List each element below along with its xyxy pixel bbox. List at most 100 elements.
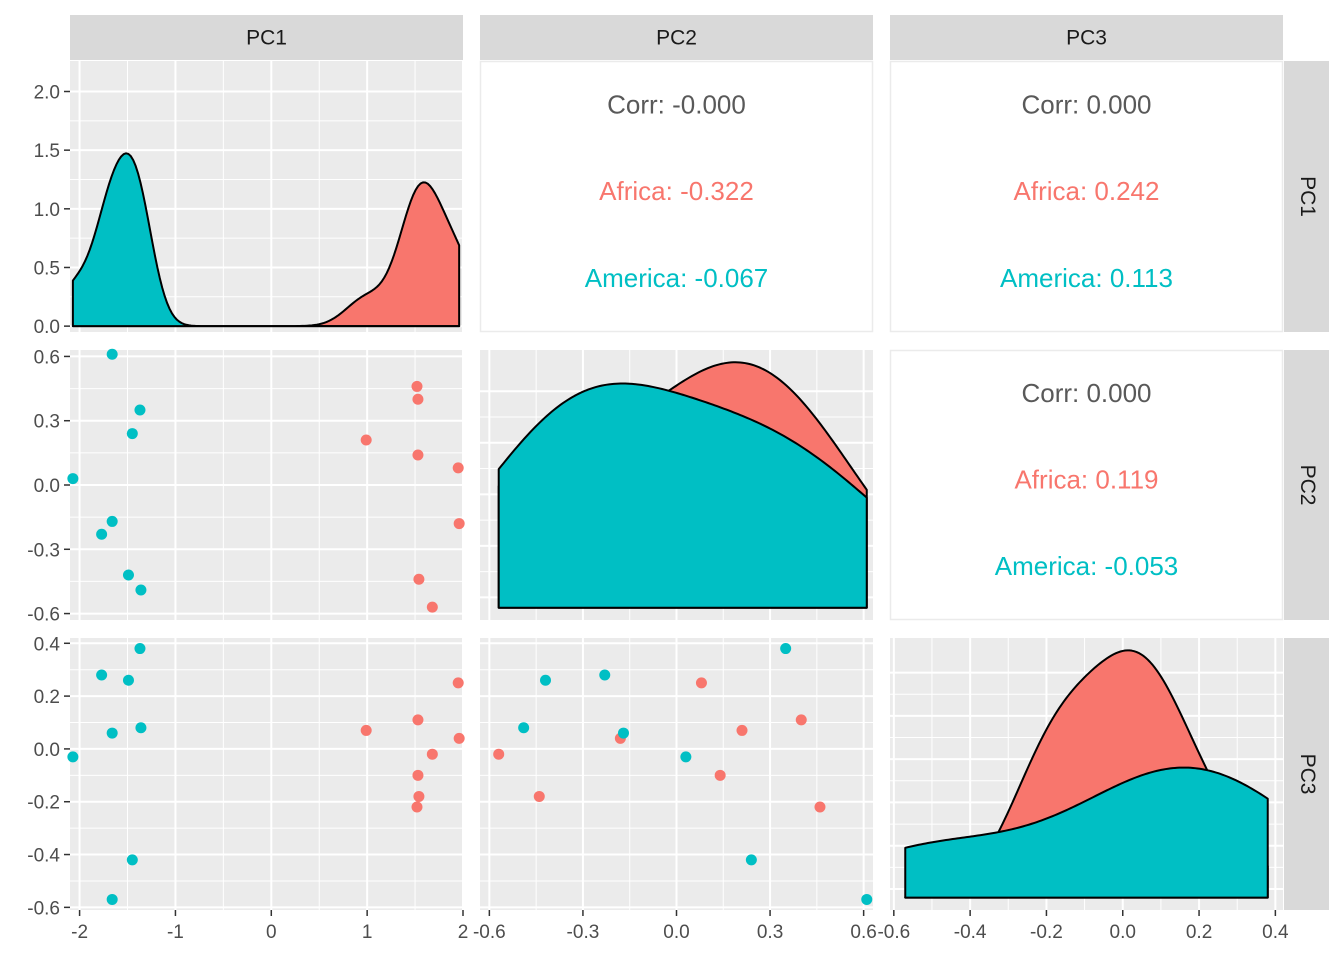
point-africa xyxy=(714,769,726,781)
correlation-panel xyxy=(889,60,1284,333)
strip-top xyxy=(890,15,1283,60)
y-tick-label: 0.0 xyxy=(34,740,60,761)
strip-right xyxy=(1284,61,1329,332)
corr-africa: Africa: -0.322 xyxy=(599,176,754,206)
y-tick-label: 0.4 xyxy=(34,634,61,655)
strip-label: PC2 xyxy=(656,27,697,50)
strip-label: PC1 xyxy=(246,27,287,50)
point-america xyxy=(518,722,530,734)
point-africa xyxy=(426,748,438,760)
corr-overall: Corr: -0.000 xyxy=(607,89,746,119)
y-tick-label: -0.6 xyxy=(27,605,60,626)
y-tick-label: -0.4 xyxy=(27,846,60,867)
point-africa xyxy=(533,790,545,802)
corr-africa: Africa: 0.119 xyxy=(1014,465,1158,495)
y-tick-label: 1.5 xyxy=(34,141,60,162)
point-america xyxy=(680,751,692,763)
point-america xyxy=(861,893,873,905)
panel-grid xyxy=(480,638,873,910)
y-tick-label: 1.0 xyxy=(34,200,60,221)
corr-africa: Africa: 0.242 xyxy=(1014,176,1160,206)
correlation-panel xyxy=(479,60,874,333)
point-africa xyxy=(452,677,464,689)
point-africa xyxy=(360,434,372,446)
corr-america: America: -0.067 xyxy=(585,263,769,293)
point-africa xyxy=(412,449,424,461)
point-africa xyxy=(814,801,826,813)
point-america xyxy=(134,404,146,416)
y-tick-label: 0.6 xyxy=(34,347,60,368)
strip-label: PC2 xyxy=(1296,465,1319,506)
point-africa xyxy=(493,748,505,760)
point-america xyxy=(67,751,79,763)
strip-top xyxy=(480,15,873,60)
y-tick-label: -0.2 xyxy=(27,793,60,814)
point-america xyxy=(106,348,118,360)
density-area-america xyxy=(904,766,1269,899)
corr-overall: Corr: 0.000 xyxy=(1021,378,1151,408)
strip-label: PC1 xyxy=(1296,176,1319,217)
density-area-america xyxy=(497,382,868,609)
point-africa xyxy=(412,769,424,781)
point-africa xyxy=(426,601,438,613)
point-america xyxy=(134,643,146,655)
panel-grid xyxy=(70,350,464,620)
x-tick-label: 0.3 xyxy=(757,922,783,943)
x-tick-label: -0.2 xyxy=(1030,922,1063,943)
x-tick-label: 0.0 xyxy=(1110,922,1136,943)
x-tick-label: -0.6 xyxy=(877,922,910,943)
point-america xyxy=(135,584,147,596)
point-africa xyxy=(412,714,424,726)
strip-label: PC3 xyxy=(1066,27,1107,50)
strip-top xyxy=(70,15,463,60)
point-america xyxy=(745,854,757,866)
density-area-america xyxy=(71,152,461,328)
point-america xyxy=(122,674,134,686)
point-africa xyxy=(453,518,465,530)
x-tick-label: 0.4 xyxy=(1262,922,1289,943)
y-tick-label: 0.5 xyxy=(34,258,60,279)
x-tick-label: -1 xyxy=(167,922,184,943)
strip-right xyxy=(1284,638,1329,910)
point-africa xyxy=(412,393,424,405)
x-tick-label: -0.6 xyxy=(473,922,506,943)
point-africa xyxy=(413,573,425,585)
point-america xyxy=(96,669,108,681)
y-tick-label: -0.3 xyxy=(27,540,60,561)
x-tick-label: -0.3 xyxy=(567,922,600,943)
point-america xyxy=(617,727,629,739)
point-africa xyxy=(736,724,748,736)
point-america xyxy=(135,722,147,734)
x-tick-label: 0.6 xyxy=(850,922,876,943)
y-tick-label: 0.2 xyxy=(34,687,60,708)
point-america xyxy=(67,473,79,485)
y-tick-label: 0.0 xyxy=(34,317,60,338)
x-tick-label: 2 xyxy=(458,922,469,943)
corr-america: America: -0.053 xyxy=(995,551,1179,581)
point-america xyxy=(780,643,792,655)
x-tick-label: 0 xyxy=(266,922,277,943)
point-africa xyxy=(411,801,423,813)
correlation-panel xyxy=(889,349,1284,621)
point-africa xyxy=(360,724,372,736)
point-america xyxy=(106,727,118,739)
x-tick-label: 0.0 xyxy=(663,922,689,943)
point-america xyxy=(126,428,138,440)
point-africa xyxy=(453,732,465,744)
panel-background xyxy=(70,638,463,910)
point-africa xyxy=(795,714,807,726)
x-tick-label: 0.2 xyxy=(1186,922,1212,943)
y-tick-label: -0.6 xyxy=(27,898,60,919)
corr-overall: Corr: 0.000 xyxy=(1021,89,1151,119)
x-tick-label: -0.4 xyxy=(954,922,987,943)
point-africa xyxy=(452,462,464,474)
point-america xyxy=(96,528,108,540)
x-tick-label: -2 xyxy=(71,922,88,943)
y-tick-label: 2.0 xyxy=(34,83,60,104)
point-africa xyxy=(695,677,707,689)
corr-america: America: 0.113 xyxy=(1000,263,1173,293)
strip-right xyxy=(1284,350,1329,620)
x-tick-label: 1 xyxy=(362,922,373,943)
point-america xyxy=(540,674,551,686)
